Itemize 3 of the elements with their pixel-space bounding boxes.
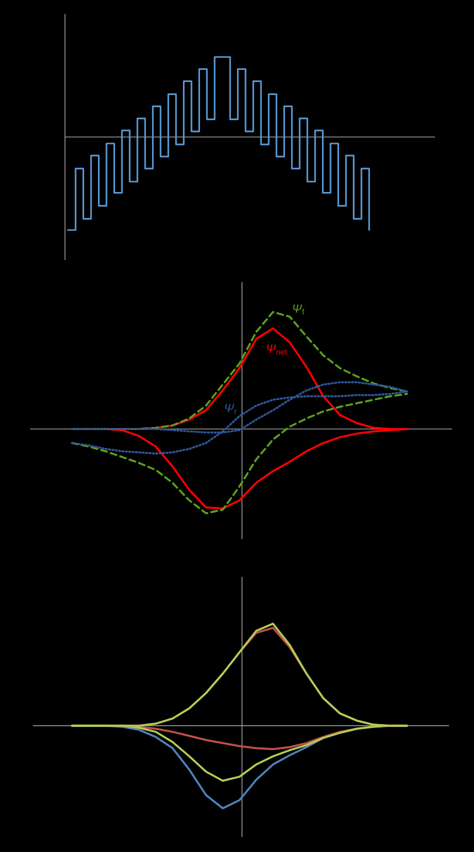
series-label: Ψ$_{net}$ (267, 344, 287, 355)
series-label: Ψ$_{f}$ (293, 304, 304, 314)
series-label: Ψ$_{r}$ (225, 404, 237, 414)
